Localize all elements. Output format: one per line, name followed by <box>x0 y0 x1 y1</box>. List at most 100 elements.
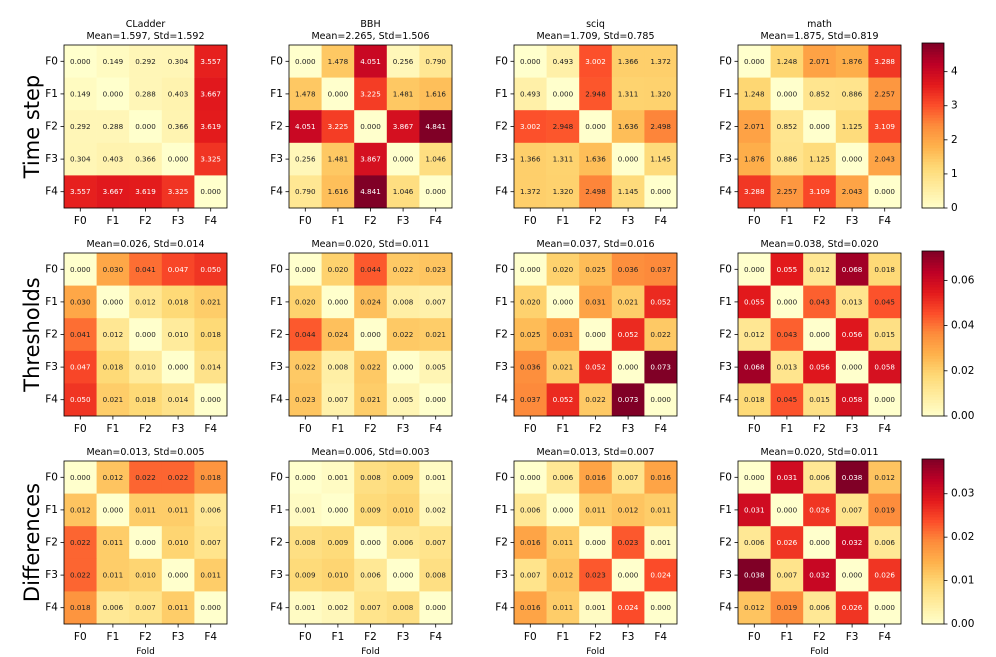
cell-value-label: 0.024 <box>360 297 381 306</box>
y-tick-label: F1 <box>270 88 283 100</box>
colorbar-segment <box>922 81 944 85</box>
heatmap-cell <box>321 285 355 319</box>
heatmap-cell <box>161 142 195 176</box>
heatmap-cell <box>770 285 804 319</box>
heatmap-cell <box>161 461 195 494</box>
cell-value-label: 0.032 <box>809 571 830 580</box>
cell-value-label: 0.026 <box>777 538 798 547</box>
cell-value-label: 3.002 <box>520 122 541 131</box>
colorbar-segment <box>922 610 944 614</box>
heatmap-cell <box>64 285 97 319</box>
cell-value-label: 0.012 <box>618 505 639 514</box>
colorbar-segment <box>922 95 944 99</box>
x-tick-label: F1 <box>781 215 794 227</box>
colorbar-segment <box>922 536 944 540</box>
cell-value-label: 0.022 <box>70 538 91 547</box>
cell-value-label: 3.109 <box>809 187 830 196</box>
x-tick-label: F1 <box>557 631 570 643</box>
cell-value-label: 0.011 <box>553 538 574 547</box>
heatmap-cell <box>803 526 837 560</box>
heatmap-cell <box>514 318 547 352</box>
heatmap-cell <box>644 383 678 417</box>
cell-value-label: 0.023 <box>295 395 316 404</box>
colorbar-segment <box>922 59 944 63</box>
y-tick-label: F1 <box>719 296 732 308</box>
cell-value-label: 2.948 <box>585 89 606 98</box>
heatmap-cell <box>738 285 771 319</box>
y-tick-label: F4 <box>495 602 508 614</box>
heatmap-cell <box>644 461 678 494</box>
y-tick-label: F0 <box>719 471 732 483</box>
heatmap-cell <box>738 591 771 625</box>
heatmap-cell <box>579 383 613 417</box>
cell-value-label: 0.018 <box>874 265 895 274</box>
colorbar-segment <box>922 391 944 395</box>
cell-value-label: 1.125 <box>842 122 863 131</box>
cell-value-label: 0.006 <box>744 538 765 547</box>
heatmap-cell <box>321 253 355 286</box>
cell-value-label: 0.005 <box>393 395 414 404</box>
heatmap-cell <box>546 318 580 352</box>
cell-value-label: 0.011 <box>168 603 189 612</box>
cell-value-label: 0.008 <box>295 538 316 547</box>
y-tick-label: F0 <box>45 263 58 275</box>
colorbar-segment <box>922 109 944 113</box>
heatmap-cell <box>64 558 97 592</box>
cell-value-label: 0.006 <box>809 603 830 612</box>
colorbar-segment <box>922 251 944 255</box>
panel-stats: Mean=0.037, Std=0.016 <box>536 239 654 250</box>
heatmap-cell <box>194 383 228 417</box>
x-tick-label: F1 <box>107 215 120 227</box>
heatmap-cell <box>354 285 388 319</box>
y-tick-label: F3 <box>719 361 732 373</box>
colorbar-segment <box>922 128 944 132</box>
colorbar-segment <box>922 497 944 501</box>
heatmap-cell <box>354 45 388 78</box>
heatmap-panel-cladder: Mean=0.013, Std=0.005 0.000 0.012 0.022 0.02… <box>45 447 228 657</box>
heatmap-cell <box>321 110 355 144</box>
y-tick-label: F3 <box>495 153 508 165</box>
y-tick-label: F3 <box>719 153 732 165</box>
colorbar-segment <box>922 541 944 545</box>
cell-value-label: 0.000 <box>328 505 349 514</box>
x-tick-label: F4 <box>654 215 667 227</box>
cell-value-label: 0.026 <box>842 603 863 612</box>
cell-value-label: 0.007 <box>842 505 863 514</box>
colorbar-segment <box>922 571 944 576</box>
cell-value-label: 3.667 <box>103 187 124 196</box>
cell-value-label: 0.026 <box>809 505 830 514</box>
heatmap-cell <box>354 142 388 176</box>
heatmap-cell <box>803 591 837 625</box>
cell-value-label: 1.876 <box>744 155 765 164</box>
heatmap-cell <box>96 493 130 527</box>
cell-value-label: 0.000 <box>874 395 895 404</box>
cell-value-label: 3.288 <box>874 57 895 66</box>
cell-value-label: 1.145 <box>618 187 639 196</box>
cell-value-label: 0.009 <box>328 538 349 547</box>
colorbar-segment <box>922 197 944 201</box>
x-tick-label: F1 <box>557 215 570 227</box>
y-tick-label: F4 <box>719 186 732 198</box>
colorbar-segment <box>922 54 944 58</box>
colorbar-tick-label: 3 <box>951 100 958 112</box>
heatmap-cell <box>546 526 580 560</box>
heatmap-cell <box>770 591 804 625</box>
cell-value-label: 0.052 <box>650 297 671 306</box>
heatmap-cell <box>611 253 645 286</box>
y-tick-label: F4 <box>719 602 732 614</box>
heatmap-cell <box>289 253 322 286</box>
cell-value-label: 0.018 <box>200 473 221 482</box>
heatmap-cell <box>419 350 453 384</box>
cell-value-label: 0.021 <box>553 363 574 372</box>
cell-value-label: 0.024 <box>618 603 639 612</box>
colorbar-segment <box>922 383 944 387</box>
panel-title: sciq <box>586 19 605 30</box>
colorbar-segment <box>922 607 944 611</box>
cell-value-label: 0.000 <box>809 538 830 547</box>
cell-value-label: 0.007 <box>520 571 541 580</box>
heatmap-cell <box>803 175 837 209</box>
heatmap-cell <box>161 526 195 560</box>
cell-value-label: 0.018 <box>70 603 91 612</box>
heatmap-cell <box>868 558 902 592</box>
x-tick-label: F2 <box>364 423 377 435</box>
